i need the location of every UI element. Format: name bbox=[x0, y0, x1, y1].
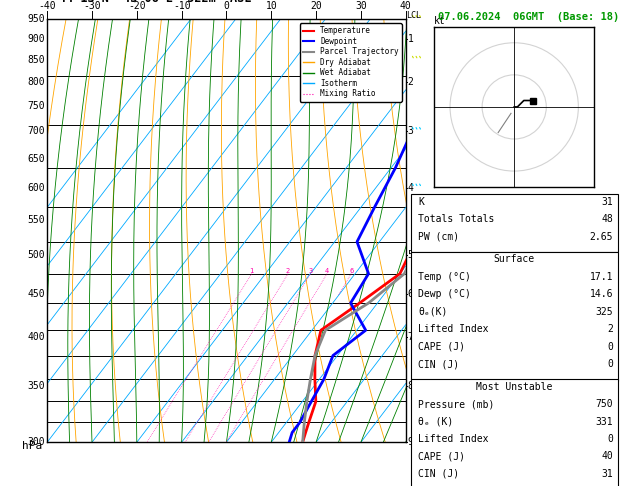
Text: 1: 1 bbox=[250, 268, 254, 274]
Text: Most Unstable: Most Unstable bbox=[476, 382, 552, 392]
Text: 40: 40 bbox=[400, 1, 411, 11]
Text: 8: 8 bbox=[408, 381, 413, 391]
Text: Mixing Ratio (g/kg): Mixing Ratio (g/kg) bbox=[429, 205, 438, 299]
Text: 0: 0 bbox=[608, 434, 613, 444]
Text: CAPE (J): CAPE (J) bbox=[418, 451, 465, 462]
Text: 400: 400 bbox=[28, 332, 45, 342]
Text: θₑ (K): θₑ (K) bbox=[418, 417, 454, 427]
Text: 44°13'N  43°06'E  522m  ASL: 44°13'N 43°06'E 522m ASL bbox=[58, 0, 251, 5]
Text: 7: 7 bbox=[408, 332, 413, 342]
Text: K: K bbox=[418, 197, 424, 207]
Text: 6: 6 bbox=[349, 268, 353, 274]
Text: 31: 31 bbox=[601, 469, 613, 479]
Text: 17.1: 17.1 bbox=[590, 272, 613, 282]
Text: PW (cm): PW (cm) bbox=[418, 232, 459, 242]
Text: 9: 9 bbox=[408, 437, 413, 447]
Text: 800: 800 bbox=[28, 77, 45, 87]
Text: 3: 3 bbox=[308, 268, 313, 274]
Text: 950: 950 bbox=[28, 15, 45, 24]
Text: Pressure (mb): Pressure (mb) bbox=[418, 399, 494, 409]
Text: 07.06.2024  06GMT  (Base: 18): 07.06.2024 06GMT (Base: 18) bbox=[438, 12, 619, 22]
Text: 4: 4 bbox=[408, 183, 413, 193]
Text: km
ASL: km ASL bbox=[413, 431, 428, 451]
Text: 0: 0 bbox=[608, 342, 613, 352]
Text: 350: 350 bbox=[28, 381, 45, 391]
Text: 750: 750 bbox=[28, 101, 45, 111]
Text: 6: 6 bbox=[408, 289, 413, 298]
Text: 850: 850 bbox=[28, 55, 45, 65]
Text: 550: 550 bbox=[28, 215, 45, 225]
Text: 30: 30 bbox=[355, 1, 367, 11]
Text: 300: 300 bbox=[28, 437, 45, 447]
Text: 2.65: 2.65 bbox=[590, 232, 613, 242]
Text: 14.6: 14.6 bbox=[590, 289, 613, 299]
Text: CIN (J): CIN (J) bbox=[418, 469, 459, 479]
Text: 5: 5 bbox=[408, 250, 413, 260]
Text: 2: 2 bbox=[408, 77, 413, 87]
Text: 2: 2 bbox=[286, 268, 290, 274]
Text: Lifted Index: Lifted Index bbox=[418, 324, 489, 334]
Text: Lifted Index: Lifted Index bbox=[418, 434, 489, 444]
Text: 31: 31 bbox=[601, 197, 613, 207]
Text: 0: 0 bbox=[608, 359, 613, 369]
Text: 700: 700 bbox=[28, 126, 45, 137]
Text: 48: 48 bbox=[601, 214, 613, 225]
Text: 0: 0 bbox=[223, 1, 230, 11]
Text: Dewp (°C): Dewp (°C) bbox=[418, 289, 471, 299]
Text: -40: -40 bbox=[38, 1, 56, 11]
Text: 600: 600 bbox=[28, 183, 45, 193]
Text: Surface: Surface bbox=[494, 254, 535, 264]
Legend: Temperature, Dewpoint, Parcel Trajectory, Dry Adiabat, Wet Adiabat, Isotherm, Mi: Temperature, Dewpoint, Parcel Trajectory… bbox=[299, 23, 402, 102]
Text: 3: 3 bbox=[408, 126, 413, 137]
Text: CAPE (J): CAPE (J) bbox=[418, 342, 465, 352]
Text: hPa: hPa bbox=[22, 441, 42, 451]
Text: 20: 20 bbox=[310, 1, 322, 11]
Text: 500: 500 bbox=[28, 250, 45, 260]
Text: LCL: LCL bbox=[406, 11, 421, 20]
Text: 40: 40 bbox=[601, 451, 613, 462]
Text: 10: 10 bbox=[265, 1, 277, 11]
Text: -30: -30 bbox=[83, 1, 101, 11]
Text: 2: 2 bbox=[608, 324, 613, 334]
Text: 331: 331 bbox=[596, 417, 613, 427]
Text: Temp (°C): Temp (°C) bbox=[418, 272, 471, 282]
Text: 4: 4 bbox=[325, 268, 329, 274]
Text: 450: 450 bbox=[28, 289, 45, 298]
Text: CIN (J): CIN (J) bbox=[418, 359, 459, 369]
Text: -20: -20 bbox=[128, 1, 146, 11]
Text: © weatheronline.co.uk: © weatheronline.co.uk bbox=[459, 471, 572, 480]
Text: 650: 650 bbox=[28, 154, 45, 164]
Text: -10: -10 bbox=[173, 1, 191, 11]
Text: 325: 325 bbox=[596, 307, 613, 317]
Text: 900: 900 bbox=[28, 35, 45, 44]
Text: kt: kt bbox=[434, 16, 446, 26]
Text: θₑ(K): θₑ(K) bbox=[418, 307, 448, 317]
Text: 1: 1 bbox=[408, 35, 413, 44]
Text: 750: 750 bbox=[596, 399, 613, 409]
Text: Totals Totals: Totals Totals bbox=[418, 214, 494, 225]
